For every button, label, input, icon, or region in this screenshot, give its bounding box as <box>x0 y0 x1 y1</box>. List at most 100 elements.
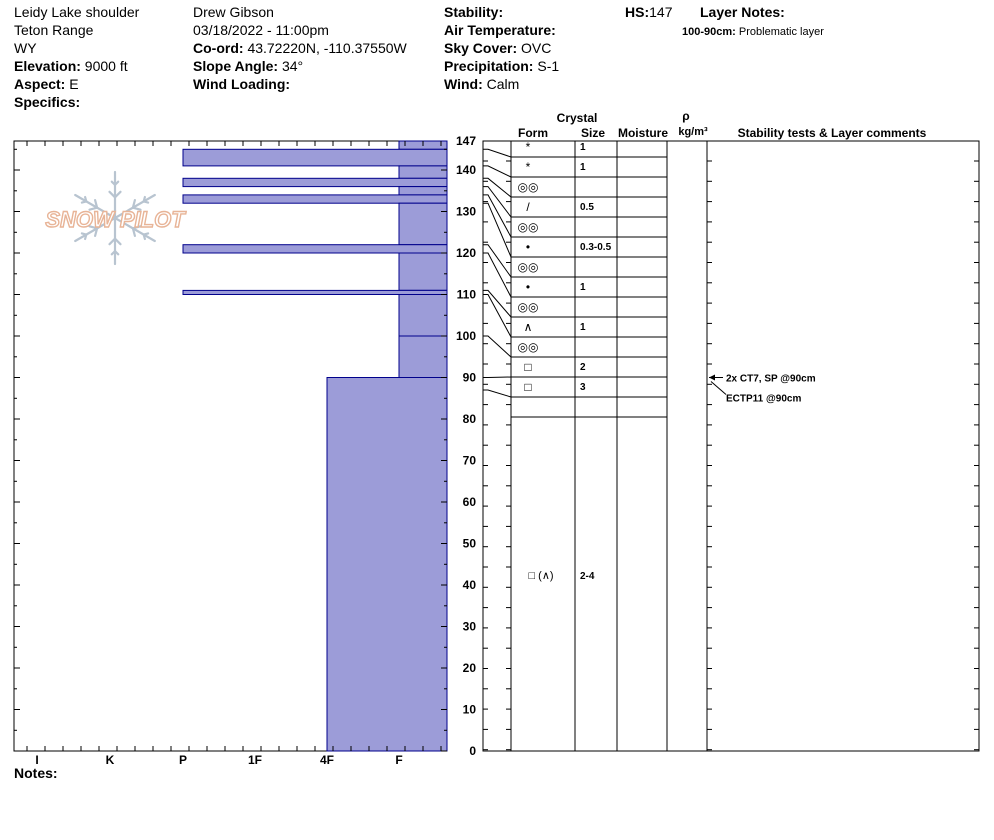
layer-connector <box>483 202 512 258</box>
moisture-header: Moisture <box>618 126 668 140</box>
hardness-bar <box>182 148 448 167</box>
grain-form-symbol: ◎◎ <box>518 300 539 314</box>
layer-connector <box>483 186 512 218</box>
y-tick-label: 70 <box>463 454 477 468</box>
layer-connector <box>483 244 512 278</box>
location-name: Leidy Lake shoulder <box>14 4 140 20</box>
layer-connector <box>483 294 512 338</box>
coordinates: Co-ord: 43.72220N, -110.37550W <box>193 40 407 56</box>
snowpilot-logo: SNOW PILOT <box>45 170 187 266</box>
density-symbol: ρ <box>682 109 689 123</box>
hardness-tick-label: 1F <box>248 753 262 767</box>
y-tick-label: 110 <box>457 288 477 302</box>
hardness-tick-label: I <box>35 753 38 767</box>
hardness-bar <box>398 186 448 196</box>
grain-size: 0.3-0.5 <box>580 242 612 253</box>
snowflake-branch <box>131 225 142 230</box>
layer-connector <box>483 335 512 358</box>
total-height-label: 147 <box>456 134 476 148</box>
snowflake-branch <box>83 195 88 203</box>
layer-connector <box>483 252 512 298</box>
hardness-bar <box>398 252 448 291</box>
observation-datetime: 03/18/2022 - 11:00pm <box>193 22 329 38</box>
table-frame <box>482 140 980 752</box>
snowflake-branch <box>113 180 120 186</box>
wind-loading: Wind Loading: <box>193 76 291 92</box>
observer-name: Drew Gibson <box>193 4 274 20</box>
grain-form-symbol: □ <box>524 380 531 394</box>
test-arrow-head <box>709 374 715 381</box>
hardness-tick-label: P <box>179 753 187 767</box>
layer-connector <box>483 165 512 178</box>
snowflake-branch <box>108 190 117 199</box>
hardness-bar <box>398 165 448 179</box>
air-temperature: Air Temperature: <box>444 22 556 38</box>
y-tick-label: 80 <box>463 412 477 426</box>
hardness-bar <box>398 294 448 337</box>
mountain-range: Teton Range <box>14 22 94 38</box>
y-tick-label: 60 <box>463 495 477 509</box>
state: WY <box>14 40 37 56</box>
grain-size: 2 <box>580 362 586 373</box>
y-tick-label: 0 <box>469 744 476 758</box>
y-tick-label: 130 <box>456 205 476 219</box>
snowflake-branch <box>80 232 88 236</box>
layer-connector <box>483 376 512 378</box>
snowflake-branch <box>131 227 136 237</box>
grain-form-symbol: ◎◎ <box>518 220 539 234</box>
grain-form-symbol: □ <box>524 360 531 374</box>
layer-connector <box>483 194 512 238</box>
hardness-plot: 0 10 20 30 40 50 60 70 80 90 100 110 120 130 140 147 I K P… <box>13 134 477 767</box>
hardness-bar <box>182 194 448 204</box>
y-tick-label: 90 <box>463 371 477 385</box>
grain-form-symbol: * <box>526 160 531 174</box>
hardness-tick-label: F <box>395 753 402 767</box>
snowflake-arm <box>74 193 117 220</box>
grain-form-symbol: • <box>526 240 530 254</box>
grain-form-symbol: ∧ <box>524 320 533 334</box>
snow-profile-chart: SNOW PILOT Crystal Form Size Moisture ρ … <box>13 109 980 767</box>
stability: Stability: <box>444 4 504 20</box>
snowflake-arm <box>74 216 117 243</box>
stability-test: 2x CT7, SP @90cm <box>726 374 816 385</box>
hardness-bar <box>182 289 448 295</box>
grain-size: 1 <box>580 142 586 153</box>
grain-form-symbol: ◎◎ <box>518 260 539 274</box>
y-tick-label: 40 <box>463 578 477 592</box>
snowflake-icon <box>74 170 156 266</box>
precipitation: Precipitation: S-1 <box>444 58 560 74</box>
grain-size: 2-4 <box>580 571 595 582</box>
sky-cover: Sky Cover: OVC <box>444 40 552 56</box>
elevation: Elevation: 9000 ft <box>14 58 128 74</box>
snowflake-branch <box>131 199 136 209</box>
layer-notes-label: Layer Notes: <box>700 4 785 20</box>
hardness-bar <box>326 377 448 752</box>
aspect: Aspect: E <box>14 76 79 92</box>
notes-label: Notes: <box>14 765 58 781</box>
logo-text: SNOW PILOT <box>45 207 186 232</box>
snowflake-branch <box>113 237 122 246</box>
y-tick-label: 30 <box>463 620 477 634</box>
layer-connector <box>483 148 512 158</box>
hardness-bar <box>398 335 448 378</box>
crystal-header: Crystal <box>557 111 598 125</box>
comments-header: Stability tests & Layer comments <box>738 126 927 140</box>
grain-size: 1 <box>580 322 586 333</box>
grain-size: 0.5 <box>580 202 594 213</box>
test-arrow-line <box>710 381 727 395</box>
snowflake-branch <box>131 206 142 211</box>
hardness-tick-label: 4F <box>320 753 334 767</box>
hardness-bar <box>182 244 448 254</box>
slope-angle: Slope Angle: 34° <box>193 58 304 74</box>
snowflake-branch <box>142 233 146 241</box>
snowflake-branch <box>110 250 117 256</box>
grain-form-symbol: ◎◎ <box>518 340 539 354</box>
snowflake-branch <box>142 200 150 204</box>
wind: Wind: Calm <box>444 76 520 92</box>
hardness-bar <box>398 202 448 246</box>
snow-height: HS:147 <box>625 4 673 20</box>
grain-form-symbol: / <box>526 200 530 214</box>
layer-connector <box>483 389 512 398</box>
grain-size: 3 <box>580 382 586 393</box>
grain-size: 1 <box>580 162 586 173</box>
